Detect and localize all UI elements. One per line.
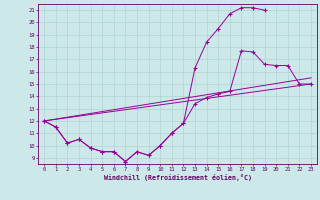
- X-axis label: Windchill (Refroidissement éolien,°C): Windchill (Refroidissement éolien,°C): [104, 174, 252, 181]
